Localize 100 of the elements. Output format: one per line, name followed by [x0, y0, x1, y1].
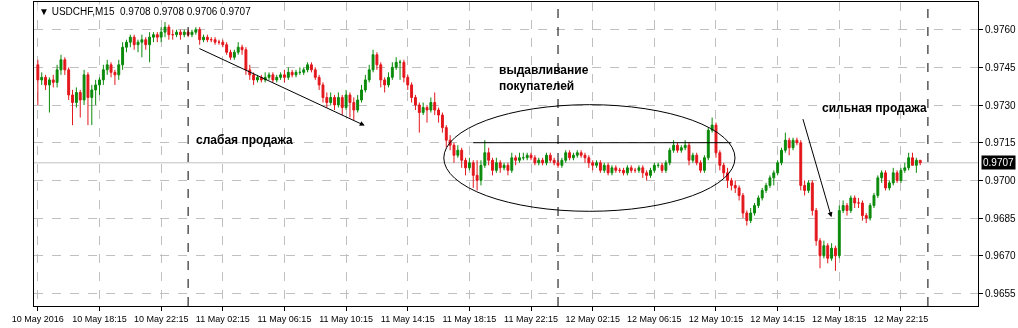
candlestick — [78, 89, 82, 119]
candlestick — [44, 74, 47, 91]
candlestick — [194, 26, 198, 36]
candlestick — [645, 169, 649, 181]
candlestick — [914, 157, 918, 174]
candlestick — [190, 29, 194, 38]
candlestick — [51, 74, 55, 88]
candlestick — [833, 245, 837, 272]
y-tick-label: 0.9685 — [985, 212, 1017, 224]
candlestick — [290, 69, 294, 78]
candlestick — [421, 102, 425, 116]
candlestick — [271, 71, 275, 83]
candlestick — [178, 29, 182, 41]
candlestick — [155, 31, 159, 43]
x-tick-label: 12 May 14:15 — [750, 313, 805, 324]
candlestick — [907, 152, 911, 171]
candlestick — [236, 41, 240, 56]
candlestick — [159, 26, 163, 43]
candlestick — [591, 159, 595, 171]
candlestick — [807, 179, 810, 194]
candlestick — [614, 164, 618, 174]
candlestick — [140, 34, 144, 58]
candlestick — [329, 91, 333, 106]
candlestick — [649, 167, 652, 179]
ref-line-label: 0.9707 — [983, 157, 1015, 168]
candlestick — [899, 167, 903, 184]
candlestick — [749, 207, 753, 224]
candlestick — [884, 169, 887, 191]
candlestick — [849, 194, 853, 214]
candlestick — [548, 152, 552, 164]
candlestick — [552, 157, 556, 166]
candlestick — [853, 194, 857, 209]
candlestick — [132, 34, 136, 51]
y-tick-label: 0.9655 — [985, 287, 1017, 299]
x-tick-label: 10 May 2016 — [11, 313, 64, 324]
x-tick-label: 12 May 10:15 — [688, 313, 744, 324]
x-tick-label: 11 May 02:15 — [195, 313, 250, 324]
candlestick — [568, 149, 572, 161]
candlestick — [202, 34, 205, 43]
candlestick — [205, 34, 209, 43]
candlestick — [830, 242, 834, 262]
candlestick — [217, 39, 221, 46]
chart-title: ▼ USDCHF,M15 0.9708 0.9708 0.9706 0.9707 — [39, 6, 252, 17]
candlestick — [148, 31, 152, 63]
candlestick — [333, 94, 336, 111]
candlestick — [175, 29, 179, 38]
x-tick-label: 11 May 18:15 — [442, 313, 497, 324]
candlestick — [625, 164, 629, 176]
x-tick-label: 10 May 22:15 — [133, 313, 189, 324]
candlestick — [267, 71, 271, 81]
candlestick — [36, 59, 40, 106]
candlestick — [606, 162, 610, 176]
candlestick — [510, 152, 514, 174]
candlestick — [82, 69, 86, 106]
candlestick — [506, 162, 510, 176]
candlestick — [652, 162, 656, 174]
candlestick — [545, 152, 548, 166]
candlestick — [429, 96, 433, 114]
candlestick — [895, 169, 899, 184]
x-tick-label: 11 May 06:15 — [257, 313, 312, 324]
candlestick — [302, 66, 306, 76]
candlestick — [571, 152, 575, 161]
candlestick — [911, 152, 914, 166]
candlestick — [425, 104, 429, 124]
candlestick — [494, 157, 498, 174]
x-tick-label: 12 May 06:15 — [627, 313, 682, 324]
candlestick — [683, 139, 687, 151]
annotation: сильная продажа — [822, 101, 927, 115]
candlestick — [602, 162, 606, 174]
y-tick-label: 0.9745 — [985, 61, 1017, 73]
candlestick — [256, 74, 259, 83]
candlestick — [768, 174, 772, 189]
candlestick — [340, 94, 344, 116]
candlestick — [541, 157, 545, 166]
candlestick — [40, 71, 44, 86]
candlestick — [198, 26, 202, 46]
candlestick — [182, 29, 186, 38]
candlestick — [660, 162, 664, 174]
candlestick — [294, 69, 298, 78]
candlestick — [845, 202, 849, 217]
candlestick — [144, 36, 148, 51]
candlestick — [676, 142, 679, 154]
candlestick — [791, 137, 795, 151]
candlestick — [595, 159, 598, 169]
x-tick-label: 12 May 22:15 — [873, 313, 929, 324]
candlestick — [529, 152, 533, 161]
candlestick — [213, 36, 217, 46]
candlestick — [279, 71, 283, 81]
y-tick-label: 0.9760 — [985, 24, 1017, 36]
candlestick — [583, 152, 587, 164]
x-tick-label: 11 May 14:15 — [380, 313, 435, 324]
candlestick — [687, 142, 691, 166]
candlestick — [533, 154, 537, 166]
candlestick — [564, 149, 568, 164]
candlestick — [456, 144, 460, 159]
candlestick — [286, 66, 290, 81]
candlestick — [514, 154, 518, 166]
candlestick — [471, 159, 475, 189]
candlestick — [518, 152, 521, 164]
candlestick — [622, 167, 625, 176]
